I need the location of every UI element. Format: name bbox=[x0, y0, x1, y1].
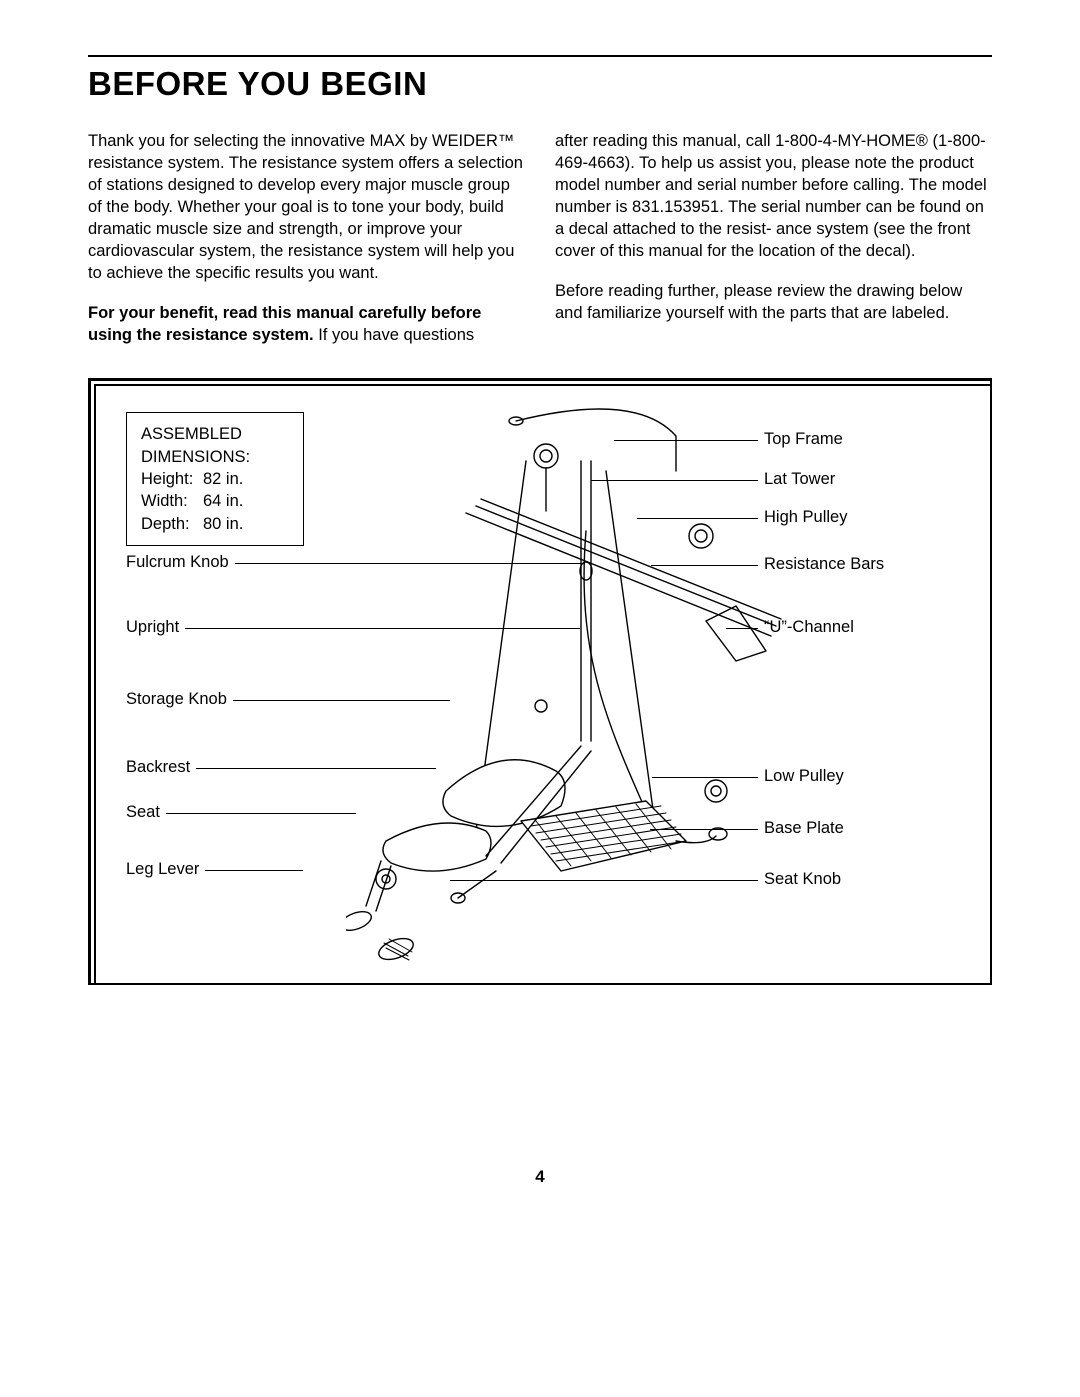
left-column: Thank you for selecting the innovative M… bbox=[88, 131, 525, 364]
read-manual-tail: If you have questions bbox=[314, 326, 475, 344]
dimension-row: Depth:80 in. bbox=[141, 513, 289, 535]
part-label-left: Upright bbox=[126, 618, 179, 637]
top-rule bbox=[88, 55, 992, 57]
manual-page: BEFORE YOU BEGIN Thank you for selecting… bbox=[0, 0, 1080, 1397]
dimension-label: Width: bbox=[141, 490, 203, 512]
dimensions-heading: ASSEMBLED DIMENSIONS: bbox=[141, 423, 289, 468]
dimension-value: 64 in. bbox=[203, 490, 243, 512]
part-label-right: Resistance Bars bbox=[764, 555, 884, 574]
part-label-right: High Pulley bbox=[764, 508, 847, 527]
part-label-right: Base Plate bbox=[764, 819, 844, 838]
page-title: BEFORE YOU BEGIN bbox=[88, 65, 992, 103]
part-label-right: Seat Knob bbox=[764, 870, 841, 889]
leader-line bbox=[651, 565, 758, 566]
dimension-row: Height:82 in. bbox=[141, 468, 289, 490]
part-label-left: Storage Knob bbox=[126, 690, 227, 709]
leader-line bbox=[185, 628, 580, 629]
dimension-value: 82 in. bbox=[203, 468, 243, 490]
leader-line bbox=[166, 813, 356, 814]
leader-line bbox=[591, 480, 758, 481]
leader-line bbox=[652, 777, 758, 778]
dimensions-box: ASSEMBLED DIMENSIONS: Height:82 in.Width… bbox=[126, 412, 304, 545]
leader-line bbox=[233, 700, 450, 701]
leader-line bbox=[726, 628, 758, 629]
read-manual-paragraph: For your benefit, read this manual caref… bbox=[88, 303, 525, 347]
part-label-right: Lat Tower bbox=[764, 470, 835, 489]
part-label-right: Low Pulley bbox=[764, 767, 844, 786]
page-number: 4 bbox=[0, 1167, 1080, 1187]
leader-line bbox=[205, 870, 303, 871]
part-label-left: Leg Lever bbox=[126, 860, 199, 879]
leader-line bbox=[650, 829, 758, 830]
leader-line bbox=[637, 518, 758, 519]
review-drawing-paragraph: Before reading further, please review th… bbox=[555, 281, 992, 325]
part-label-left: Backrest bbox=[126, 758, 190, 777]
dimension-label: Depth: bbox=[141, 513, 203, 535]
leader-line bbox=[235, 563, 585, 564]
body-columns: Thank you for selecting the innovative M… bbox=[88, 131, 992, 364]
part-label-right: “U”-Channel bbox=[764, 618, 854, 637]
intro-paragraph: Thank you for selecting the innovative M… bbox=[88, 131, 525, 285]
leader-line bbox=[614, 440, 758, 441]
dimension-label: Height: bbox=[141, 468, 203, 490]
support-paragraph: after reading this manual, call 1-800-4-… bbox=[555, 131, 992, 263]
leader-line bbox=[450, 880, 758, 881]
diagram-area: ASSEMBLED DIMENSIONS: Height:82 in.Width… bbox=[88, 378, 992, 985]
diagram-frame: ASSEMBLED DIMENSIONS: Height:82 in.Width… bbox=[94, 384, 990, 983]
dimension-row: Width:64 in. bbox=[141, 490, 289, 512]
diagram-frame-outer: ASSEMBLED DIMENSIONS: Height:82 in.Width… bbox=[88, 378, 992, 985]
part-label-left: Seat bbox=[126, 803, 160, 822]
right-column: after reading this manual, call 1-800-4-… bbox=[555, 131, 992, 364]
leader-line bbox=[196, 768, 436, 769]
dimension-value: 80 in. bbox=[203, 513, 243, 535]
part-label-left: Fulcrum Knob bbox=[126, 553, 229, 572]
equipment-illustration bbox=[346, 401, 816, 971]
part-label-right: Top Frame bbox=[764, 430, 843, 449]
